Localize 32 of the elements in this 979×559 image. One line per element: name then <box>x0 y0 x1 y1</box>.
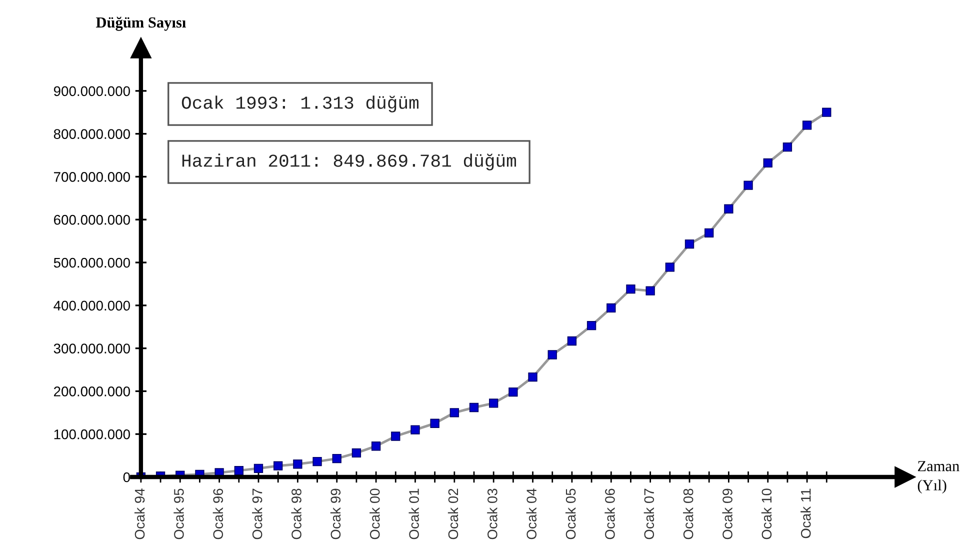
x-tick-label: Ocak 03 <box>487 488 498 540</box>
x-tick-label: Ocak 97 <box>252 488 262 540</box>
x-tick-label: Ocak 04 <box>526 488 536 540</box>
x-tick-label: Ocak 11 <box>800 488 811 538</box>
y-tick-label: 400.000.000 <box>54 300 130 311</box>
x-tick-label: Ocak 05 <box>565 488 576 540</box>
y-tick-label: 0 <box>123 472 130 482</box>
y-tick-label: 200.000.000 <box>54 386 130 396</box>
x-tick-label: Ocak 10 <box>761 488 772 540</box>
annotation: Ocak 1993: 1.313 düğüm <box>182 96 418 112</box>
x-tick-label: Ocak 06 <box>604 488 615 540</box>
text: Zaman (Yıl) <box>918 461 960 494</box>
x-tick-label: Ocak 95 <box>174 488 184 540</box>
y-tick-label: 300.000.000 <box>54 344 130 354</box>
x-tick-label: Ocak 07 <box>644 488 654 540</box>
y-tick-label: 600.000.000 <box>54 214 130 225</box>
y-tick-label: 500.000.000 <box>54 258 130 268</box>
x-tick-label: Ocak 09 <box>722 488 732 540</box>
y-tick-label: 700.000.000 <box>54 172 130 182</box>
x-tick-label: Ocak 98 <box>291 488 302 540</box>
y-axis-title: Düğüm Sayısı <box>96 16 186 31</box>
x-tick-label: Ocak 08 <box>683 488 694 540</box>
x-tick-label: Ocak 94 <box>134 488 145 540</box>
y-tick-label: 100.000.000 <box>54 429 130 440</box>
y-tick-label: 800.000.000 <box>54 129 130 139</box>
x-tick-label: Ocak 96 <box>212 488 224 540</box>
y-tick-label: 900.000.000 <box>54 86 130 96</box>
x-tick-label: Ocak 02 <box>448 488 458 540</box>
x-tick-label: Ocak 01 <box>408 488 419 540</box>
annotation: Haziran 2011: 849.869.781 düğüm <box>182 154 516 170</box>
x-tick-label: Ocak 99 <box>330 488 341 540</box>
x-tick-label: Ocak 00 <box>370 488 380 540</box>
